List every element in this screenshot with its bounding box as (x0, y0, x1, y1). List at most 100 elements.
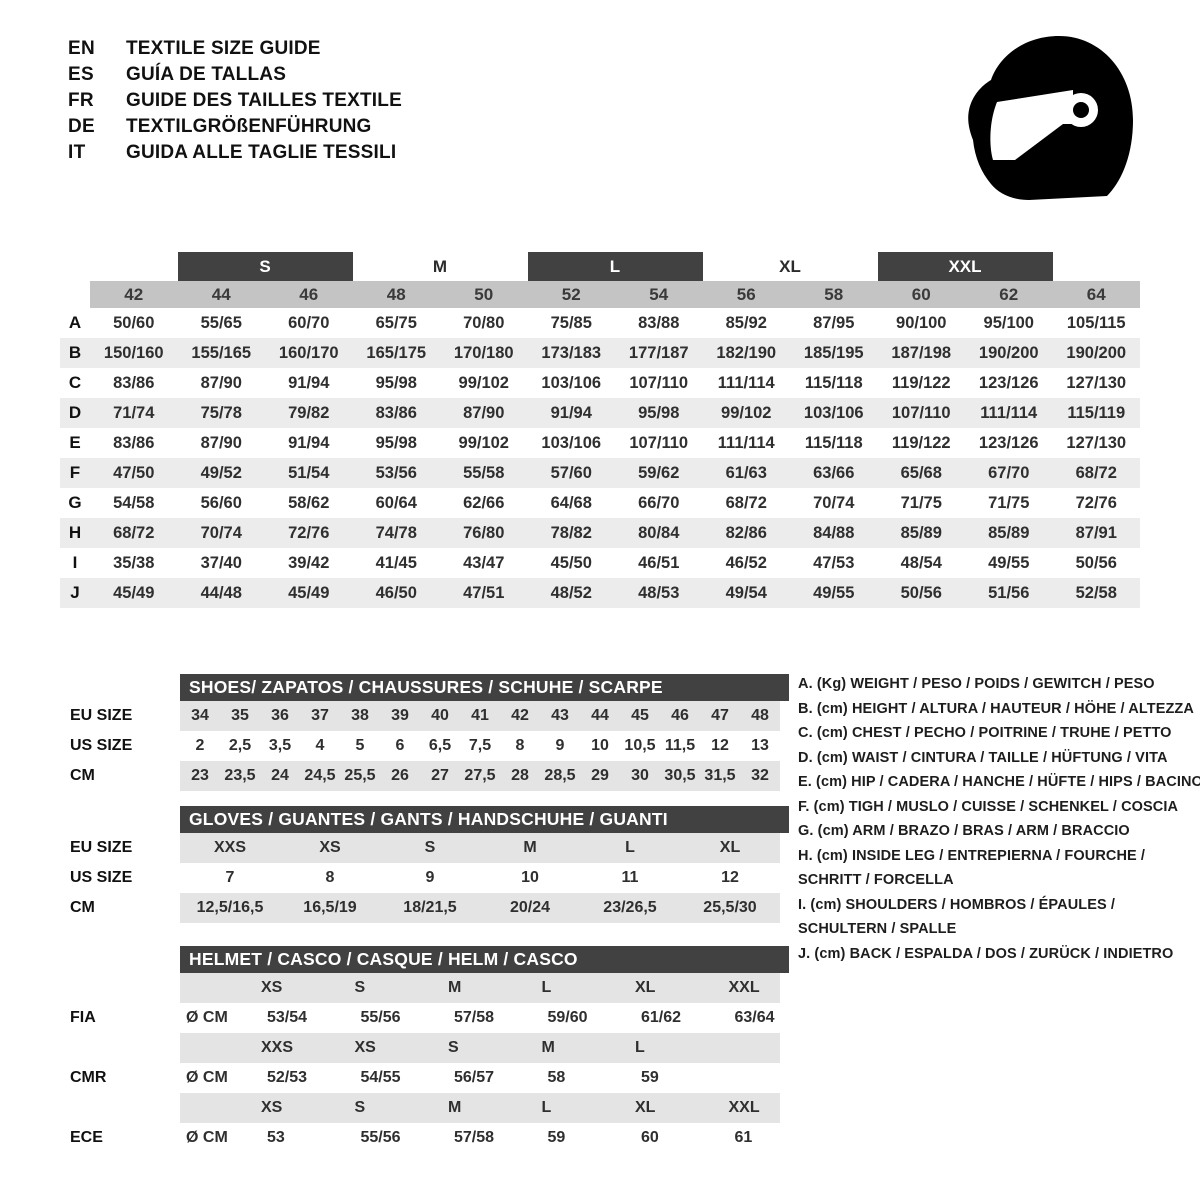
measurement-cell: 75/85 (550, 313, 592, 332)
shoes-table-title: SHOES/ ZAPATOS / CHAUSSURES / SCHUHE / S… (180, 674, 789, 701)
sub-row-label: CM (70, 767, 95, 784)
table-row: D 71/74 75/78 79/82 83/86 87/90 91/94 95/98 99/1… (60, 398, 1140, 428)
measurement-cell: 91/94 (288, 373, 330, 392)
helmet-measurement-cell: 54/55 (360, 1069, 401, 1086)
measurement-cell: 68/72 (113, 523, 155, 542)
helmet-standard-row: CMR Ø CM 52/53 54/55 56/57 58 59 (70, 1063, 780, 1093)
measurement-cell: 63/66 (813, 463, 855, 482)
measurement-cell: 50/56 (900, 583, 942, 602)
size-column-header: 58 (824, 284, 844, 304)
table-row: I 35/38 37/40 39/42 41/45 43/47 45/50 46/51 46/5… (60, 548, 1140, 578)
sub-cell: 34 (191, 707, 209, 724)
sub-cell: 40 (431, 707, 449, 724)
sub-cell: 31,5 (704, 767, 736, 784)
helmet-size-label: XL (635, 979, 656, 996)
measurement-cell: 115/119 (1067, 403, 1126, 422)
sub-cell: 36 (271, 707, 289, 724)
helmet-measurement-cell: 56/57 (454, 1069, 495, 1086)
measurement-cell: 54/58 (113, 493, 155, 512)
table-row: B 150/160 155/165 160/170 165/175 170/180 173/… (60, 338, 1140, 368)
helmet-measurement-cell: 61 (734, 1129, 753, 1146)
size-band-row: S M L XL XXL (60, 252, 1140, 281)
legend-line: C. (cm) CHEST / PECHO / POITRINE / TRUHE… (798, 725, 1172, 741)
sub-cell: 16,5/19 (303, 899, 357, 916)
measurement-cell: 60/64 (375, 493, 417, 512)
helmet-standard-row: ECE Ø CM 53 55/56 57/58 59 60 61 (70, 1123, 780, 1153)
measurement-cell: 173/183 (541, 343, 602, 362)
measurement-cell: 61/63 (725, 463, 767, 482)
sub-cell: 12,5/16,5 (196, 899, 264, 916)
legend-line: A. (Kg) WEIGHT / PESO / POIDS / GEWITCH … (798, 676, 1155, 692)
measurement-cell: 51/56 (988, 583, 1030, 602)
measurement-cell: 123/126 (978, 433, 1039, 452)
sub-row-values: 34 35 36 37 38 39 40 41 42 43 44 45 46 47 48 (180, 701, 780, 731)
measurement-cell: 76/80 (463, 523, 505, 542)
measurement-cell: 65/68 (900, 463, 942, 482)
table-row: CM 12,5/16,5 16,5/19 18/21,5 20/24 23/26,5 25,… (70, 893, 780, 923)
sub-cell: 42 (511, 707, 529, 724)
measurement-cell: 52/58 (1075, 583, 1117, 602)
measurement-cell: 48/54 (900, 553, 942, 572)
measurement-cell: 185/195 (803, 343, 864, 362)
helmet-unit-label: Ø CM (186, 1129, 228, 1146)
measurement-cell: 48/52 (550, 583, 592, 602)
sub-cell: 5 (355, 737, 365, 754)
helmet-size-label: XS (354, 1039, 376, 1056)
legend-line: J. (cm) BACK / ESPALDA / DOS / ZURÜCK / … (798, 945, 1174, 962)
measurement-cell: 35/38 (113, 553, 155, 572)
title-row: ES GUÍA DE TALLAS (68, 64, 402, 90)
title-language-code: EN (68, 38, 95, 59)
size-band-xl: XL (702, 252, 878, 281)
measurement-cell: 71/74 (113, 403, 155, 422)
legend-line: F. (cm) TIGH / MUSLO / CUISSE / SCHENKEL… (798, 798, 1179, 815)
measurement-row-label: G (68, 493, 82, 512)
measurement-cell: 187/198 (891, 343, 952, 362)
measurement-cell: 111/114 (717, 433, 775, 452)
helmet-size-label: XXL (728, 1099, 760, 1116)
measurement-cell: 190/200 (978, 343, 1039, 362)
measurement-cell: 47/53 (813, 553, 855, 572)
helmet-measurement-cell: 55/56 (360, 1009, 401, 1026)
size-column-header: 62 (999, 284, 1019, 304)
title-language-code: DE (68, 116, 95, 137)
size-row-gutter (60, 281, 90, 308)
helmet-size-label: M (448, 1099, 462, 1116)
helmet-size-label: S (354, 1099, 366, 1116)
size-column-header: 60 (911, 284, 931, 304)
legend-line: D. (cm) WAIST / CINTURA / TAILLE / HÜFTU… (798, 749, 1168, 766)
measurement-cell: 177/187 (628, 343, 689, 362)
size-column-header: 52 (561, 284, 581, 304)
helmet-size-label: M (448, 979, 462, 996)
measurement-cell: 49/52 (200, 463, 242, 482)
measurement-cell: 50/60 (113, 313, 155, 332)
sub-cell: 13 (751, 737, 769, 754)
size-band-m: M (352, 252, 528, 281)
measurement-cell: 127/130 (1066, 373, 1127, 392)
legend-line: G. (cm) ARM / BRAZO / BRAS / ARM / BRACC… (798, 823, 1130, 839)
measurement-cell: 48/53 (638, 583, 680, 602)
sub-cell: 18/21,5 (403, 899, 457, 916)
measurement-cell: 62/66 (463, 493, 505, 512)
helmet-standard-values: Ø CM 53 55/56 57/58 59 60 61 (180, 1123, 780, 1153)
measurement-row-label: F (69, 463, 81, 482)
sub-cell: 9 (555, 737, 565, 754)
title-language-code: IT (68, 142, 86, 163)
measurement-cell: 83/86 (113, 373, 155, 392)
sub-cell: 11,5 (664, 737, 696, 754)
measurement-cell: 65/75 (375, 313, 417, 332)
sub-cell: 10,5 (624, 737, 656, 754)
legend-line: I. (cm) SHOULDERS / HOMBROS / ÉPAULES / (798, 896, 1116, 913)
sub-cell: 2,5 (228, 737, 252, 754)
sub-row-values: 2 2,5 3,5 4 5 6 6,5 7,5 8 9 10 10,5 11,5 12 13 (180, 731, 780, 761)
sub-cell: 4 (315, 737, 325, 754)
gloves-rows: EU SIZE XXS XS S M L XL US SIZE 7 8 9 10 11 12 CM 12,5/… (70, 833, 780, 923)
sub-row-values: XXS XS S M L XL (180, 833, 780, 863)
title-row: DE TEXTILGRÖßENFÜHRUNG (68, 116, 402, 142)
sub-cell: 23/26,5 (603, 899, 657, 916)
table-row: CM 23 23,5 24 24,5 25,5 26 27 27,5 28 28,5 29 30 30,5… (70, 761, 780, 791)
measurement-cell: 43/47 (463, 553, 505, 572)
measurement-cell: 99/102 (458, 433, 509, 452)
measurement-cell: 68/72 (725, 493, 767, 512)
sub-cell: 41 (471, 707, 489, 724)
measurement-cell: 85/89 (988, 523, 1030, 542)
